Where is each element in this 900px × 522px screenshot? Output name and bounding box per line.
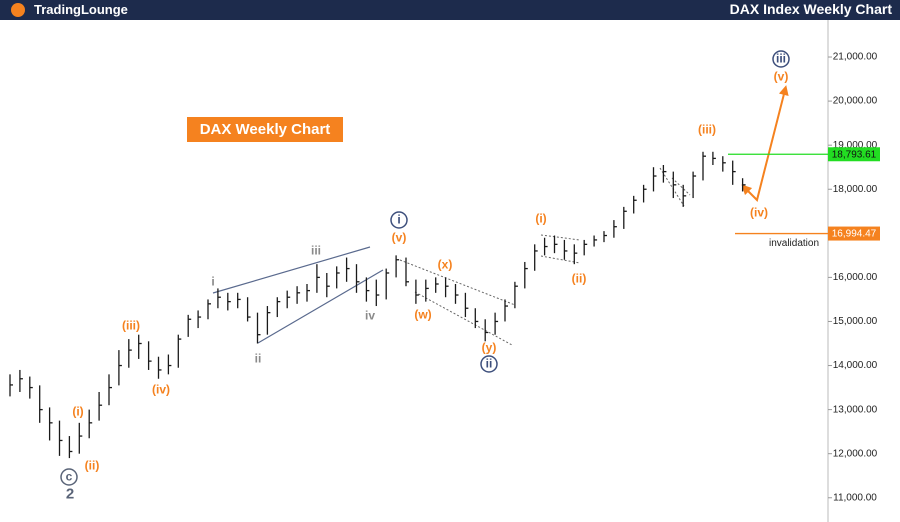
wave-label: (x)	[438, 258, 453, 272]
y-tick-label: 19,000.00	[833, 140, 878, 151]
wave-label: (ii)	[572, 272, 587, 286]
wave-label: i	[397, 213, 400, 227]
wave-label: c	[66, 470, 73, 484]
wave-label: iii	[776, 52, 786, 66]
wave-label: (iii)	[122, 319, 140, 333]
wave-label: iv	[365, 309, 375, 323]
wave-label: (v)	[392, 231, 407, 245]
wave-label: iii	[311, 244, 321, 258]
wave-circle	[390, 211, 408, 229]
y-tick-label: 18,000.00	[833, 184, 878, 195]
wave-circle	[772, 50, 790, 68]
wave-label: (i)	[72, 405, 83, 419]
logo: TradingLounge	[34, 2, 128, 17]
level-tag	[828, 147, 880, 162]
wave-label: (w)	[414, 308, 431, 322]
wave-label: i	[211, 275, 214, 289]
y-tick-label: 13,000.00	[833, 404, 878, 415]
wave-label: (iv)	[152, 383, 170, 397]
wave-label: (v)	[774, 70, 789, 84]
level-tag	[828, 226, 880, 241]
level-label: 16,994.47	[832, 229, 877, 240]
wave-circle	[480, 355, 498, 373]
y-tick-label: 21,000.00	[833, 52, 878, 63]
banner-box	[187, 117, 343, 142]
y-tick-label: 15,000.00	[833, 316, 878, 327]
trend-channel	[212, 246, 384, 344]
y-tick-label: 12,000.00	[833, 448, 878, 459]
invalidation-label: invalidation	[769, 238, 819, 249]
wave-label: (iii)	[698, 123, 716, 137]
y-tick-label: 14,000.00	[833, 360, 878, 371]
level-label: 18,793.61	[832, 149, 877, 160]
wave-label: (y)	[482, 341, 497, 355]
wave-label: (ii)	[85, 459, 100, 473]
projection-arrow	[741, 85, 789, 202]
y-tick-label: 11,000.00	[833, 492, 877, 503]
y-tick-label: 16,000.00	[833, 272, 878, 283]
header-bar	[0, 0, 900, 20]
logo-icon	[11, 3, 25, 17]
wave-circle	[60, 468, 78, 486]
chart-title: DAX Index Weekly Chart	[730, 1, 893, 17]
y-tick-label: 20,000.00	[833, 96, 878, 107]
wave-label: 2	[66, 485, 74, 502]
wave-label: (iv)	[750, 206, 768, 220]
wave-label: (i)	[535, 212, 546, 226]
wave-label: ii	[486, 357, 493, 371]
banner: DAX Weekly Chart	[200, 121, 331, 138]
wave-label: ii	[255, 352, 262, 366]
corrective-channel	[399, 167, 691, 346]
